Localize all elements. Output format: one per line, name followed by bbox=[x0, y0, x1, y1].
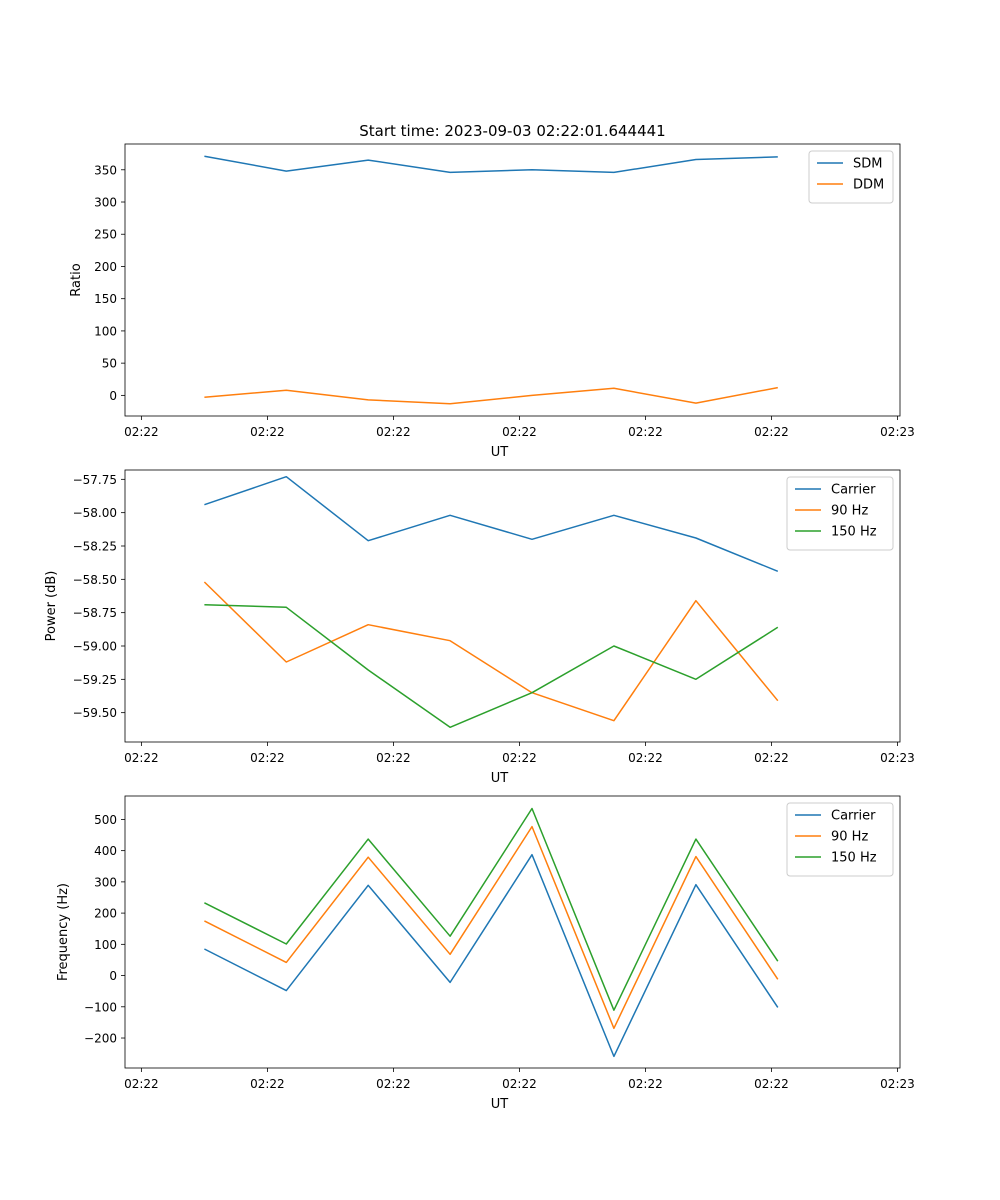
x-tick-label: 02:22 bbox=[376, 1077, 411, 1091]
series-line-carrier bbox=[204, 475, 779, 572]
x-tick-label: 02:22 bbox=[628, 751, 663, 765]
figure-title: Start time: 2023-09-03 02:22:01.644441 bbox=[359, 122, 665, 140]
y-tick-label: 350 bbox=[94, 163, 117, 177]
y-tick-label: −100 bbox=[84, 1000, 117, 1014]
x-axis-label: UT bbox=[491, 771, 509, 786]
legend-box bbox=[808, 150, 894, 204]
series-line-ddm bbox=[204, 386, 778, 405]
y-tick-label: 300 bbox=[94, 196, 117, 210]
y-tick-label: −58.50 bbox=[73, 573, 117, 587]
y-tick-label: 100 bbox=[94, 938, 117, 952]
y-tick-label: 100 bbox=[94, 324, 117, 338]
y-tick-label: −200 bbox=[84, 1032, 117, 1046]
series-line-90-hz bbox=[204, 825, 779, 1030]
axes-frame bbox=[124, 143, 901, 417]
x-tick-label: 02:22 bbox=[376, 751, 411, 765]
x-tick-label: 02:22 bbox=[124, 751, 159, 765]
axes-frame bbox=[124, 469, 901, 743]
legend-label-90-hz: 90 Hz bbox=[831, 504, 868, 519]
x-tick-label: 02:22 bbox=[754, 425, 789, 439]
x-tick-label: 02:22 bbox=[124, 425, 159, 439]
legend-label-ddm: DDM bbox=[853, 178, 884, 193]
chart-panel-3: 02:22 02:22 02:22 02:22 02:22 02:22 02:23 −200 −… bbox=[56, 795, 915, 1112]
series-line-90-hz bbox=[203, 581, 779, 722]
series-line-150-hz bbox=[204, 807, 779, 1011]
x-tick-label: 02:22 bbox=[376, 425, 411, 439]
legend-label-150-hz: 150 Hz bbox=[831, 525, 877, 540]
legend: SDM DDM bbox=[808, 150, 894, 204]
x-tick-label: 02:22 bbox=[754, 751, 789, 765]
y-tick-label: −58.75 bbox=[73, 606, 117, 620]
y-tick-label: 0 bbox=[109, 389, 117, 403]
y-tick-label: 0 bbox=[109, 969, 117, 983]
y-tick-label: 300 bbox=[94, 875, 117, 889]
x-tick-label: 02:22 bbox=[502, 751, 537, 765]
y-tick-label: −58.00 bbox=[73, 506, 117, 520]
y-tick-label: −59.00 bbox=[73, 640, 117, 654]
y-tick-label: 400 bbox=[94, 844, 117, 858]
legend: Carrier 90 Hz 150 Hz bbox=[786, 802, 894, 877]
y-tick-label: 200 bbox=[94, 260, 117, 274]
y-tick-label: −58.25 bbox=[73, 540, 117, 554]
legend-label-90-hz: 90 Hz bbox=[831, 830, 868, 845]
x-tick-label: 02:22 bbox=[250, 425, 285, 439]
y-tick-label: 250 bbox=[94, 228, 117, 242]
chart-panel-2: 02:22 02:22 02:22 02:22 02:22 02:22 02:23 −57.7… bbox=[44, 469, 915, 786]
axes-frame bbox=[124, 795, 901, 1069]
series-line-sdm bbox=[204, 155, 778, 174]
x-tick-label: 02:22 bbox=[628, 1077, 663, 1091]
legend-label-carrier: Carrier bbox=[831, 809, 876, 824]
series-line-carrier bbox=[204, 853, 779, 1058]
y-tick-label: −59.25 bbox=[73, 673, 117, 687]
y-tick-label: −59.50 bbox=[73, 706, 117, 720]
y-axis-label: Power (dB) bbox=[44, 571, 59, 642]
y-axis-label: Ratio bbox=[69, 263, 84, 296]
x-axis-label: UT bbox=[491, 445, 509, 460]
x-tick-label: 02:22 bbox=[124, 1077, 159, 1091]
legend-label-150-hz: 150 Hz bbox=[831, 851, 877, 866]
y-tick-label: 500 bbox=[94, 813, 117, 827]
y-tick-label: 200 bbox=[94, 907, 117, 921]
chart-panel-1: 02:22 02:22 02:22 02:22 02:22 02:22 02:23 0 50 10… bbox=[69, 143, 915, 460]
x-tick-label: 02:23 bbox=[880, 1077, 915, 1091]
x-tick-label: 02:22 bbox=[502, 1077, 537, 1091]
x-tick-label: 02:23 bbox=[880, 425, 915, 439]
y-tick-label: 50 bbox=[102, 357, 117, 371]
x-tick-label: 02:22 bbox=[250, 751, 285, 765]
legend: Carrier 90 Hz 150 Hz bbox=[786, 476, 894, 551]
x-tick-label: 02:22 bbox=[502, 425, 537, 439]
x-axis-label: UT bbox=[491, 1097, 509, 1112]
y-axis-label: Frequency (Hz) bbox=[56, 883, 71, 981]
x-tick-label: 02:22 bbox=[754, 1077, 789, 1091]
x-tick-label: 02:22 bbox=[250, 1077, 285, 1091]
x-tick-label: 02:23 bbox=[880, 751, 915, 765]
y-tick-label: 150 bbox=[94, 292, 117, 306]
legend-label-carrier: Carrier bbox=[831, 483, 876, 498]
legend-label-sdm: SDM bbox=[853, 157, 882, 172]
series-line-150-hz bbox=[204, 603, 779, 729]
y-tick-label: −57.75 bbox=[73, 473, 117, 487]
x-tick-label: 02:22 bbox=[628, 425, 663, 439]
